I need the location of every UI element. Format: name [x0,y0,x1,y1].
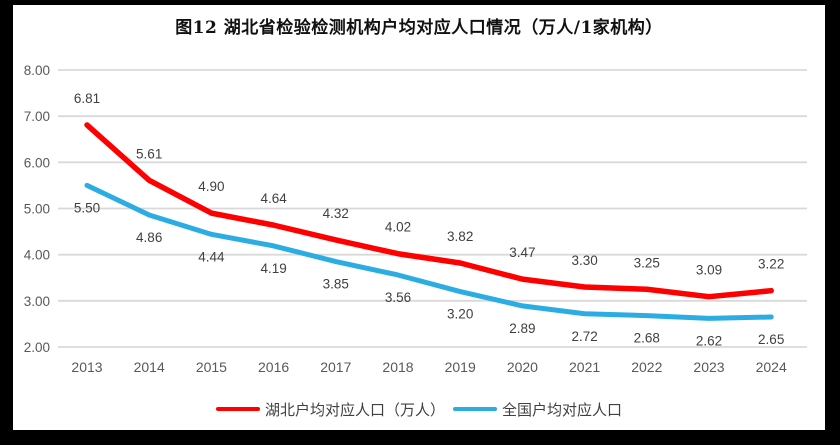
x-axis-tick-label: 2018 [382,359,413,375]
x-axis-tick-label: 2014 [134,359,165,375]
data-label: 3.82 [447,229,473,244]
data-label: 5.61 [136,146,162,161]
y-axis-tick-label: 8.00 [24,63,50,78]
data-label: 3.30 [571,253,597,268]
data-label: 3.47 [509,245,535,260]
x-axis-tick-label: 2024 [756,359,787,375]
data-label: 4.02 [385,220,411,235]
data-label: 3.20 [447,307,473,322]
data-label: 2.68 [634,331,660,346]
data-label: 4.90 [198,179,224,194]
y-axis-tick-label: 3.00 [24,294,50,309]
data-label: 3.85 [323,277,349,292]
data-label: 2.65 [758,332,784,347]
data-label: 4.64 [260,191,287,206]
data-label: 2.62 [696,333,722,348]
y-axis-tick-label: 2.00 [24,340,50,355]
x-axis-tick-label: 2021 [569,359,600,375]
x-axis-tick-label: 2015 [196,359,227,375]
data-label: 6.81 [74,91,100,106]
data-label: 3.22 [758,257,784,272]
data-label: 3.09 [696,263,722,278]
data-label: 4.86 [136,230,162,245]
y-axis-tick-label: 4.00 [24,248,50,263]
x-axis-tick-label: 2022 [631,359,662,375]
series-line-national [84,182,774,321]
chart-legend: 湖北户均对应人口（万人） 全国户均对应人口 [13,398,825,420]
data-label: 2.89 [509,321,535,336]
legend-item-national: 全国户均对应人口 [453,399,622,420]
data-label: 4.32 [323,206,349,221]
legend-line-swatch-hubei [215,407,260,411]
x-axis-tick-label: 2019 [445,359,476,375]
series-line-hubei [84,122,774,300]
x-axis-tick-label: 2013 [71,359,102,375]
data-label: 2.72 [571,329,597,344]
x-axis-tick-label: 2020 [507,359,538,375]
legend-label-national: 全国户均对应人口 [502,401,623,419]
data-label: 3.56 [385,290,411,305]
x-axis-tick-label: 2016 [258,359,289,375]
legend-line-swatch-national [453,407,497,411]
chart-title: 图12 湖北省检验检测机构户均对应人口情况（万人/1家机构） [175,18,663,38]
y-axis-tick-label: 5.00 [24,202,50,217]
data-label: 3.25 [634,255,660,270]
x-axis-tick-label: 2023 [693,359,724,375]
data-label: 4.44 [198,249,225,264]
data-label: 5.50 [74,200,100,215]
x-axis-tick-label: 2017 [320,359,351,375]
y-axis-tick-label: 6.00 [24,155,50,170]
data-label: 4.19 [260,261,286,276]
legend-item-hubei: 湖北户均对应人口（万人） [215,399,445,420]
y-axis-tick-label: 7.00 [24,109,50,124]
legend-label-hubei: 湖北户均对应人口（万人） [264,401,445,419]
